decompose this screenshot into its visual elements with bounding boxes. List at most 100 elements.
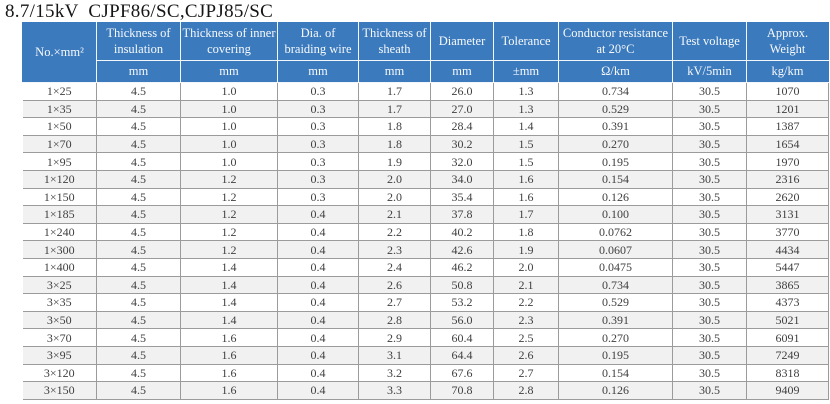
table-cell: 60.4 [430, 328, 494, 347]
table-cell: 4.5 [96, 187, 181, 207]
table-cell: 1970 [746, 152, 829, 171]
table-cell: 1.9 [358, 152, 431, 171]
table-cell: 0.4 [277, 293, 359, 312]
table-cell: 2620 [746, 187, 829, 207]
table-cell: 2.3 [358, 240, 431, 259]
table-cell: 1.6 [180, 381, 278, 400]
table-cell: 32.0 [430, 152, 494, 171]
table-cell: 4.5 [96, 381, 181, 400]
table-cell: 0.154 [558, 169, 673, 189]
table-cell: 30.5 [672, 310, 747, 330]
table-cell: 0.154 [558, 363, 673, 383]
column-header: Thickness of inner covering [180, 22, 278, 61]
table-cell: 0.126 [558, 381, 673, 400]
table-cell: 0.4 [277, 240, 359, 259]
column-header: Approx. Weight [746, 22, 829, 61]
size-cell: 3×70 [22, 328, 97, 347]
table-cell: 1.8 [493, 222, 559, 242]
table-cell: 2.7 [358, 293, 431, 312]
table-cell: 1.7 [358, 82, 431, 101]
header-label-row: No.×mm² Thickness of insulation Thickness … [22, 22, 829, 83]
table-body: 1×25 4.5 1.0 0.3 1.7 26.0 1.3 0.734 30.5 1070 1×35… [22, 82, 829, 400]
size-cell: 1×400 [22, 257, 97, 277]
table-cell: 0.4 [277, 381, 359, 400]
table-cell: 26.0 [430, 82, 494, 101]
table-cell: 56.0 [430, 310, 494, 330]
table-cell: 4.5 [96, 169, 181, 189]
table-cell: 0.3 [277, 187, 359, 207]
table-cell: 0.3 [277, 99, 359, 119]
table-cell: 28.4 [430, 117, 494, 136]
table-cell: 5021 [746, 310, 829, 330]
column-header: Test voltage [672, 22, 747, 61]
table-cell: 1.4 [180, 310, 278, 330]
table-row: 1×50 4.5 1.0 0.3 1.8 28.4 1.4 0.391 30.5 1387 [22, 117, 829, 136]
table-cell: 2.0 [358, 169, 431, 189]
table-cell: 50.8 [430, 275, 494, 295]
table-cell: 0.270 [558, 328, 673, 347]
table-cell: 0.3 [277, 134, 359, 154]
table-row: 3×35 4.5 1.4 0.4 2.7 53.2 2.2 0.529 30.5 4373 [22, 293, 829, 312]
table-cell: 53.2 [430, 293, 494, 312]
table-cell: 0.4 [277, 345, 359, 365]
size-cell: 1×240 [22, 222, 97, 242]
table-cell: 70.8 [430, 381, 494, 400]
table-cell: 1.7 [358, 99, 431, 119]
table-cell: 4.5 [96, 345, 181, 365]
table-header: No.×mm² Thickness of insulation Thickness … [22, 22, 829, 83]
table-cell: 30.5 [672, 82, 747, 101]
table-cell: 1.9 [493, 240, 559, 259]
table-cell: 1.5 [493, 134, 559, 154]
table-cell: 1.2 [180, 187, 278, 207]
table-cell: 0.270 [558, 134, 673, 154]
table-cell: 2.3 [493, 310, 559, 330]
table-cell: 30.5 [672, 240, 747, 259]
table-cell: 4.5 [96, 257, 181, 277]
table-cell: 1.0 [180, 82, 278, 101]
size-cell: 3×95 [22, 345, 97, 365]
table-cell: 2.2 [493, 293, 559, 312]
table-cell: 1.8 [358, 134, 431, 154]
table-cell: 1.3 [493, 99, 559, 119]
table-cell: 2316 [746, 169, 829, 189]
unit-header: mm [277, 60, 359, 83]
table-cell: 0.0762 [558, 222, 673, 242]
table-cell: 0.391 [558, 117, 673, 136]
unit-header: mm [430, 60, 494, 83]
table-cell: 8318 [746, 363, 829, 383]
table-cell: 1070 [746, 82, 829, 101]
size-cell: 1×150 [22, 187, 97, 207]
table-cell: 1.5 [493, 152, 559, 171]
size-cell: 1×25 [22, 82, 97, 101]
size-cell: 1×185 [22, 205, 97, 224]
size-cell: 1×120 [22, 169, 97, 189]
table-row: 1×400 4.5 1.4 0.4 2.4 46.2 2.0 0.0475 30.5 5447 [22, 257, 829, 277]
size-cell: 3×50 [22, 310, 97, 330]
table-row: 1×120 4.5 1.2 0.3 2.0 34.0 1.6 0.154 30.5 2316 [22, 169, 829, 189]
table-cell: 4.5 [96, 205, 181, 224]
table-cell: 0.391 [558, 310, 673, 330]
table-row: 1×150 4.5 1.2 0.3 2.0 35.4 1.6 0.126 30.5 2620 [22, 187, 829, 207]
table-cell: 2.1 [493, 275, 559, 295]
table-row: 3×120 4.5 1.6 0.4 3.2 67.6 2.7 0.154 30.5 8318 [22, 363, 829, 383]
table-cell: 0.529 [558, 293, 673, 312]
unit-header: kV/5min [672, 60, 747, 83]
table-cell: 3865 [746, 275, 829, 295]
table-cell: 0.195 [558, 345, 673, 365]
table-cell: 0.734 [558, 82, 673, 101]
table-cell: 4.5 [96, 117, 181, 136]
column-header: Conductor resistance at 20°C [558, 22, 673, 61]
table-cell: 30.5 [672, 363, 747, 383]
table-cell: 40.2 [430, 222, 494, 242]
header-unit-row: mm mm mm mm mm ±mm Ω/km kV/5min kg/km [23, 60, 829, 83]
table-cell: 3770 [746, 222, 829, 242]
table-cell: 6091 [746, 328, 829, 347]
table-cell: 0.3 [277, 152, 359, 171]
table-cell: 2.7 [493, 363, 559, 383]
size-cell: 3×35 [22, 293, 97, 312]
table-cell: 2.6 [358, 275, 431, 295]
table-cell: 37.8 [430, 205, 494, 224]
table-cell: 1.3 [493, 82, 559, 101]
table-cell: 2.9 [358, 328, 431, 347]
table-cell: 4434 [746, 240, 829, 259]
